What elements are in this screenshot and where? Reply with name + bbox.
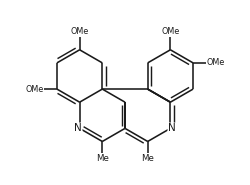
Text: Me: Me (141, 154, 154, 163)
Text: N: N (168, 123, 176, 133)
Text: Me: Me (96, 154, 109, 163)
Text: OMe: OMe (161, 27, 180, 36)
Text: OMe: OMe (70, 27, 89, 36)
Text: OMe: OMe (25, 85, 43, 94)
Text: N: N (74, 123, 82, 133)
Text: OMe: OMe (207, 58, 225, 67)
